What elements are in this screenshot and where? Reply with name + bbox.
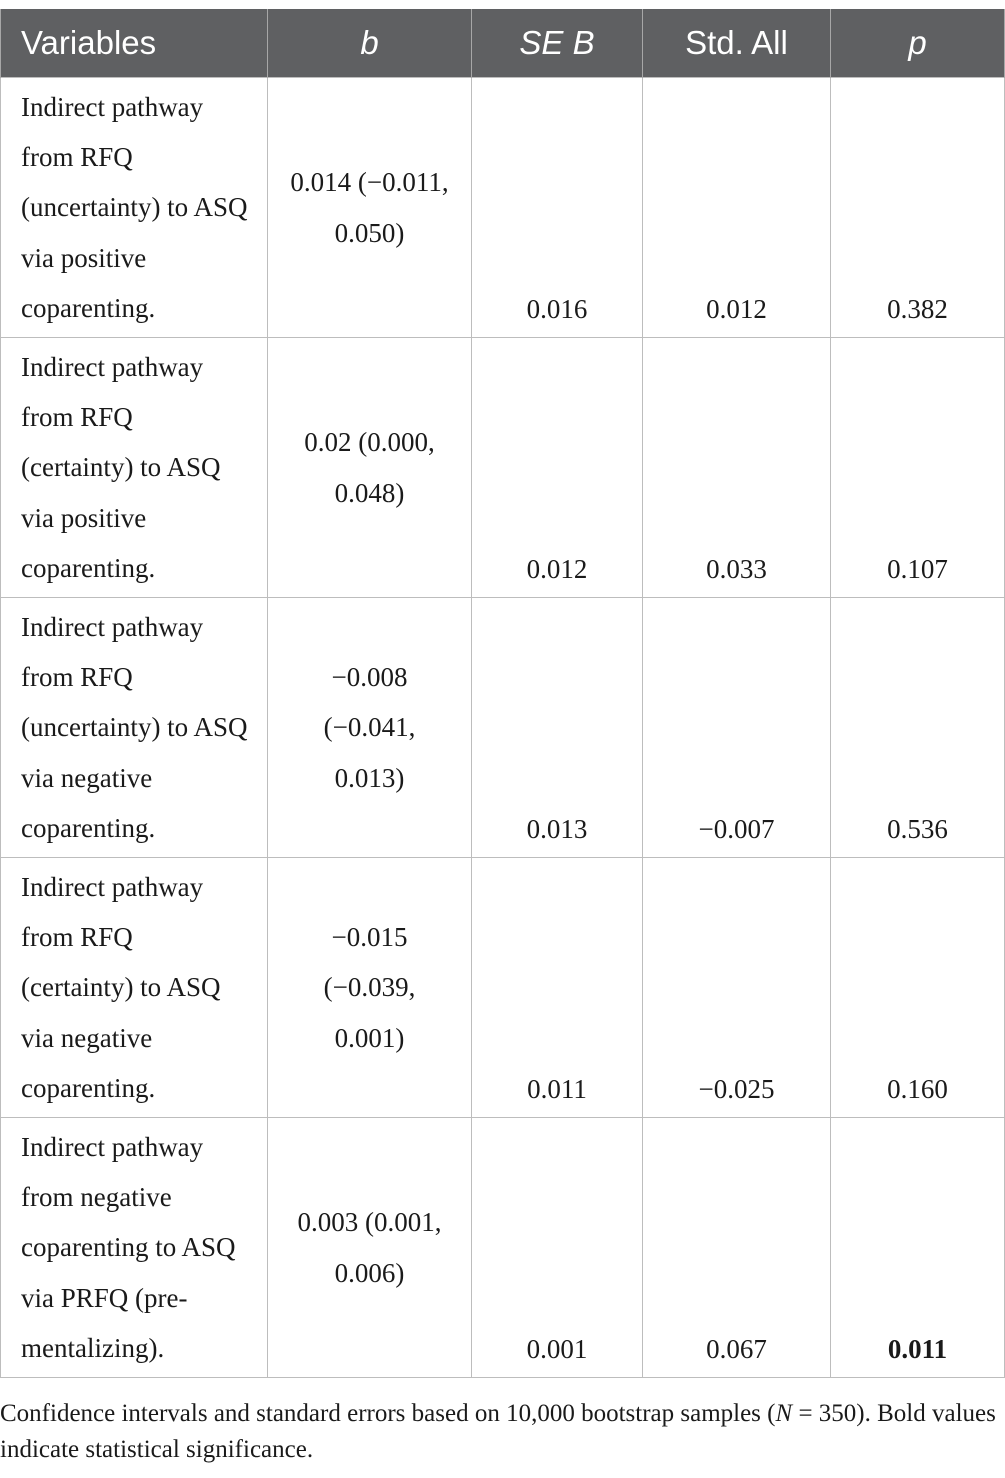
cell-p: 0.011	[830, 1117, 1005, 1378]
cell-variable: Indirect pathway from RFQ (uncertainty) …	[0, 77, 268, 338]
cell-std-all: 0.033	[642, 337, 831, 598]
header-b: b	[267, 9, 472, 78]
cell-variable: Indirect pathway from RFQ (certainty) to…	[0, 337, 268, 598]
cell-std-all: 0.067	[642, 1117, 831, 1378]
header-b-label: b	[360, 24, 379, 61]
header-std-all: Std. All	[642, 9, 831, 78]
cell-std-all: 0.012	[642, 77, 831, 338]
cell-b: 0.014 (−0.011, 0.050)	[267, 77, 472, 338]
table-header: Variables b SE B Std. All p	[0, 9, 1005, 78]
cell-se-b: 0.016	[471, 77, 643, 338]
cell-b: 0.02 (0.000, 0.048)	[267, 337, 472, 598]
table-row: Indirect pathway from RFQ (certainty) to…	[0, 857, 1005, 1118]
cell-p: 0.382	[830, 77, 1005, 338]
table-row: Indirect pathway from negative coparenti…	[0, 1117, 1005, 1378]
cell-se-b: 0.011	[471, 857, 643, 1118]
cell-std-all: −0.007	[642, 597, 831, 858]
results-table: Variables b SE B Std. All p Indirect pat…	[0, 9, 1005, 1378]
cell-se-b: 0.001	[471, 1117, 643, 1378]
cell-b: −0.008 (−0.041, 0.013)	[267, 597, 472, 858]
table-row: Indirect pathway from RFQ (certainty) to…	[0, 337, 1005, 598]
cell-se-b: 0.013	[471, 597, 643, 858]
table-row: Indirect pathway from RFQ (uncertainty) …	[0, 597, 1005, 858]
table-row: Indirect pathway from RFQ (uncertainty) …	[0, 77, 1005, 338]
cell-variable: Indirect pathway from negative coparenti…	[0, 1117, 268, 1378]
cell-p: 0.160	[830, 857, 1005, 1118]
header-variables: Variables	[0, 9, 268, 78]
footnote-text-end: = 350). Bold values indicate statistical…	[0, 1400, 996, 1463]
header-p: p	[830, 9, 1005, 78]
header-row: Variables b SE B Std. All p	[0, 9, 1005, 78]
cell-b: 0.003 (0.001, 0.006)	[267, 1117, 472, 1378]
cell-variable: Indirect pathway from RFQ (uncertainty) …	[0, 597, 268, 858]
footnote-text-start: Confidence intervals and standard errors…	[0, 1400, 776, 1427]
header-se-b-label: SE B	[519, 24, 595, 61]
header-p-label: p	[908, 24, 927, 61]
cell-variable: Indirect pathway from RFQ (certainty) to…	[0, 857, 268, 1118]
header-se-b: SE B	[471, 9, 643, 78]
cell-p: 0.536	[830, 597, 1005, 858]
cell-std-all: −0.025	[642, 857, 831, 1118]
cell-p: 0.107	[830, 337, 1005, 598]
table-body: Indirect pathway from RFQ (uncertainty) …	[0, 77, 1005, 1378]
cell-b: −0.015 (−0.039, 0.001)	[267, 857, 472, 1118]
footnote-n-symbol: N	[775, 1400, 793, 1427]
cell-se-b: 0.012	[471, 337, 643, 598]
table-footnote: Confidence intervals and standard errors…	[0, 1396, 1000, 1468]
